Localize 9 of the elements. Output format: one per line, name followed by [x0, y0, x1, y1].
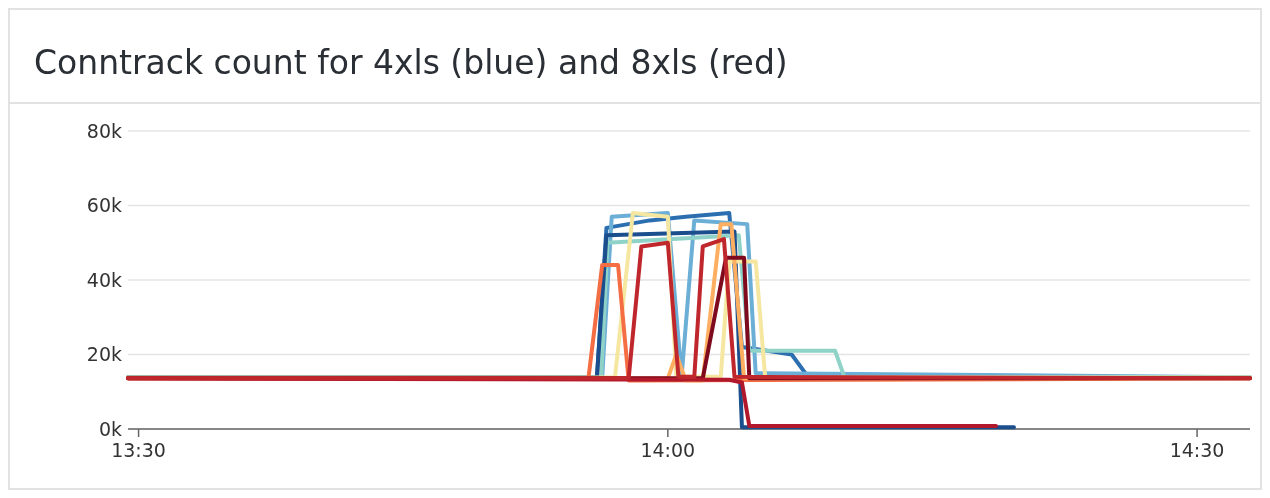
y-tick-label: 80k [86, 119, 122, 142]
x-tick-label: 14:00 [640, 439, 696, 461]
y-tick-label: 0k [98, 417, 122, 440]
x-tick-label: 14:30 [1169, 439, 1225, 461]
y-tick-label: 20k [86, 343, 122, 366]
y-tick-label: 60k [86, 194, 122, 217]
y-tick-label: 40k [86, 268, 122, 291]
x-tick-label: 13:30 [111, 439, 166, 461]
chart-title: Conntrack count for 4xls (blue) and 8xls (red) [34, 43, 788, 82]
